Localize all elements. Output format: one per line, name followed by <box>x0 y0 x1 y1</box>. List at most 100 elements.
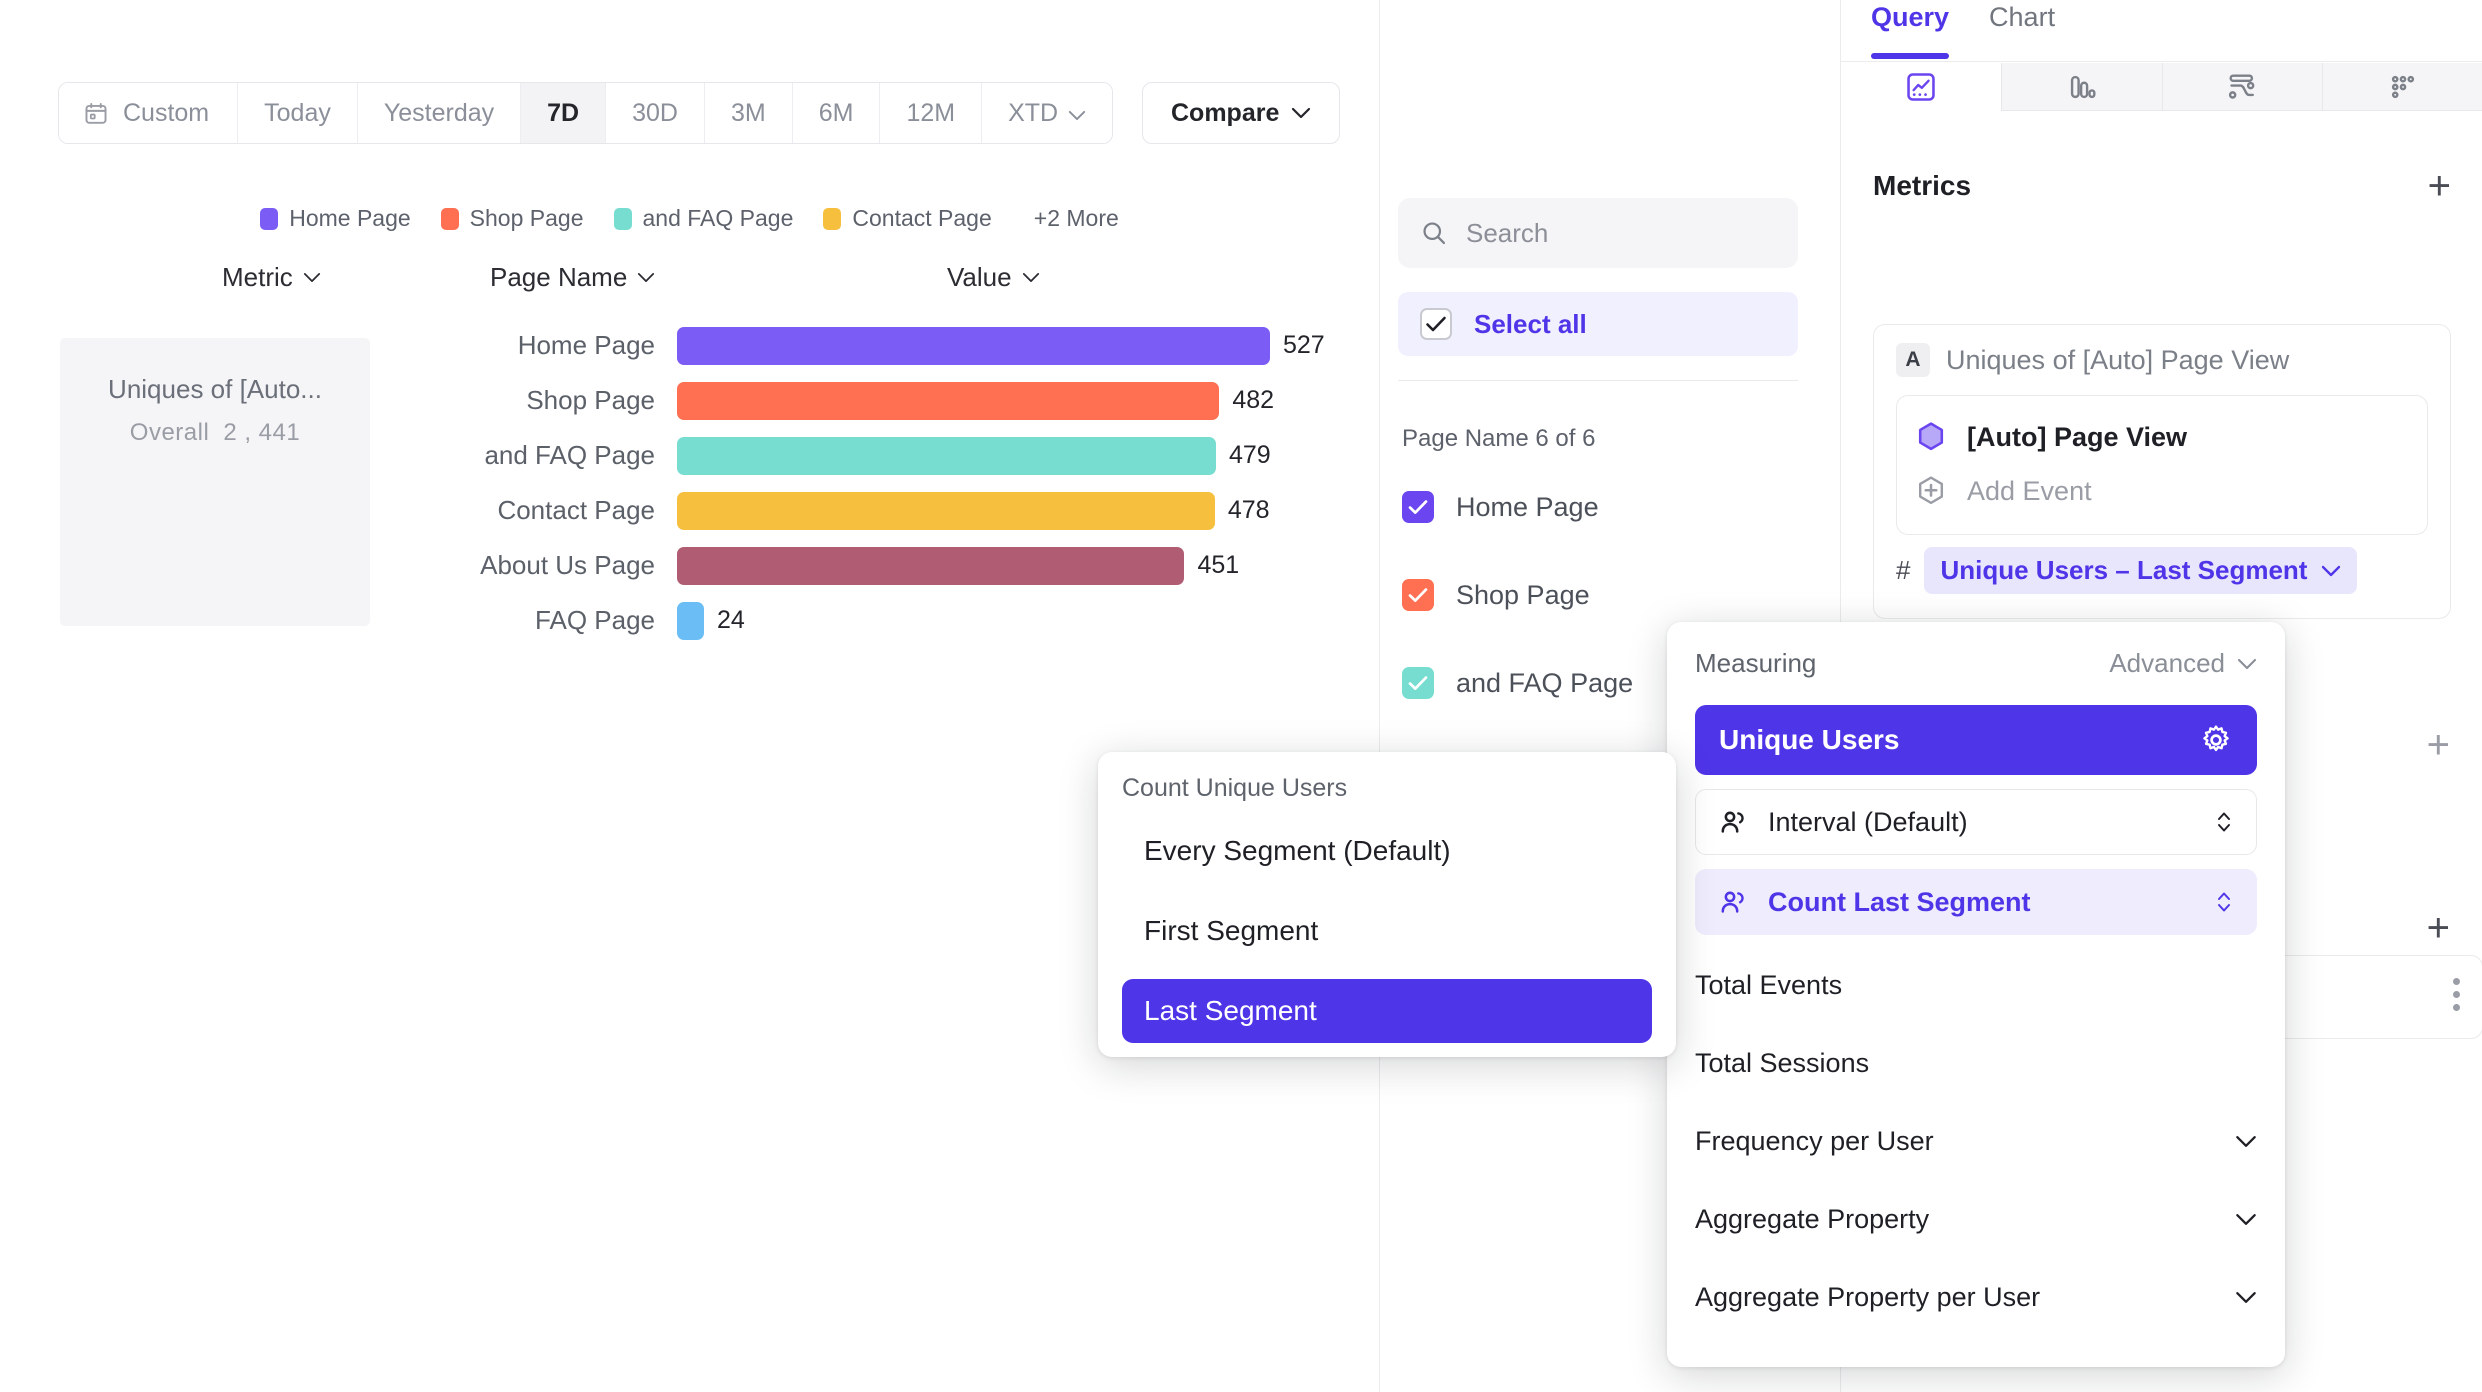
bar-chart: Home Page 527 Shop Page 482 and FAQ Page… <box>0 318 1379 648</box>
metric-card-title: Uniques of [Auto... <box>108 374 322 404</box>
measuring-select[interactable]: Count Last Segment <box>1695 869 2257 935</box>
bar-value-label: 479 <box>1228 441 1271 469</box>
bar[interactable] <box>677 546 1185 585</box>
calendar-icon <box>85 102 107 124</box>
select-all-row[interactable]: Select all <box>1398 292 1798 356</box>
flow-chart-icon <box>2229 73 2255 99</box>
search-icon <box>1423 222 1446 245</box>
compare-label: Compare <box>1171 98 1280 127</box>
tab-query[interactable]: Query <box>1871 2 1950 59</box>
range-button-7d[interactable]: 7D <box>521 83 607 143</box>
tab-flow-chart[interactable] <box>2161 63 2323 111</box>
measuring-option[interactable]: Total Events <box>1695 949 2257 1021</box>
count-popup-title: Count Unique Users <box>1122 774 1348 802</box>
add-event-row[interactable]: Add Event <box>1913 464 2411 518</box>
tab-cohort-grid[interactable] <box>2322 63 2482 111</box>
bar-row[interactable]: Home Page 527 <box>0 318 1379 373</box>
filter-checkbox[interactable] <box>1402 491 1434 523</box>
add-metric-button[interactable]: + <box>2427 164 2451 208</box>
overall-value: 2 , 441 <box>223 419 301 446</box>
measuring-option[interactable]: Aggregate Property <box>1695 1183 2257 1255</box>
divider <box>1398 380 1798 381</box>
bar-row[interactable]: FAQ Page 24 <box>0 593 1379 648</box>
filter-item[interactable]: and FAQ Page <box>1398 659 1818 707</box>
column-header-page-name[interactable]: Page Name <box>490 262 655 293</box>
measuring-option[interactable]: Aggregate Property per User <box>1695 1261 2257 1333</box>
count-option[interactable]: Every Segment (Default) <box>1144 835 1451 866</box>
measuring-popup: Measuring Advanced Unique Users Interval… <box>1667 622 2285 1367</box>
measuring-option-label: Total Events <box>1695 969 1843 1000</box>
measure-chip[interactable]: Unique Users – Last Segment <box>1924 547 2358 594</box>
bar-row[interactable]: and FAQ Page 479 <box>0 428 1379 483</box>
advanced-toggle[interactable]: Advanced <box>2109 648 2257 679</box>
bar-value-label: 24 <box>717 606 745 634</box>
filter-item[interactable]: Shop Page <box>1398 571 1818 619</box>
compare-button[interactable]: Compare <box>1142 82 1341 144</box>
select-all-checkbox[interactable] <box>1420 308 1452 340</box>
legend-item[interactable]: Contact Page <box>823 205 992 232</box>
legend-item[interactable]: and FAQ Page <box>613 205 794 232</box>
column-header-value[interactable]: Value <box>947 262 1040 293</box>
more-options-icon[interactable] <box>2453 978 2460 1011</box>
bar-row[interactable]: Contact Page 478 <box>0 483 1379 538</box>
legend-more-label[interactable]: +2 More <box>1033 205 1119 231</box>
bar[interactable] <box>677 326 1270 365</box>
count-option[interactable]: Last Segment <box>1122 979 1652 1043</box>
range-button-xtd[interactable]: XTD <box>982 83 1113 143</box>
date-range-button-group: Custom Today Yesterday 7D 30D 3M 6M 12M XTD <box>58 82 1114 144</box>
measuring-option[interactable]: Frequency per User <box>1695 1105 2257 1177</box>
tab-trend-chart[interactable] <box>1841 63 2001 111</box>
chevron-down-icon <box>1068 110 1086 120</box>
bar[interactable] <box>677 381 1220 420</box>
chevron-down-icon <box>2237 658 2257 669</box>
overall-label: Overall <box>129 419 210 446</box>
tab-funnel-chart[interactable] <box>2000 63 2162 111</box>
add-filter-button[interactable]: + <box>2426 723 2450 767</box>
unique-users-primary-option[interactable]: Unique Users <box>1695 705 2257 775</box>
check-icon <box>1408 588 1428 602</box>
chevron-down-icon <box>1292 107 1311 119</box>
range-button-today[interactable]: Today <box>238 83 358 143</box>
main-content-area: Custom Today Yesterday 7D 30D 3M 6M 12M XTD Comp… <box>0 82 1786 648</box>
bar-row[interactable]: Shop Page 482 <box>0 373 1379 428</box>
search-input[interactable] <box>1466 217 1766 249</box>
legend-label: and FAQ Page <box>642 205 794 231</box>
select-left: Count Last Segment <box>1718 886 2031 918</box>
filter-checkbox[interactable] <box>1402 579 1434 611</box>
count-option[interactable]: First Segment <box>1144 915 1319 946</box>
bar[interactable] <box>677 436 1216 475</box>
legend-item[interactable]: Shop Page <box>440 205 584 232</box>
range-button-custom[interactable]: Custom <box>59 83 239 143</box>
tab-chart[interactable]: Chart <box>1989 2 2056 32</box>
bar-value-label: 527 <box>1283 331 1325 359</box>
measuring-option[interactable]: Total Sessions <box>1695 1027 2257 1099</box>
event-row[interactable]: [Auto] Page View <box>1913 410 2411 464</box>
measuring-select[interactable]: Interval (Default) <box>1695 789 2257 855</box>
filter-item[interactable]: Home Page <box>1398 483 1818 531</box>
column-header-metric[interactable]: Metric <box>222 262 321 293</box>
add-breakdown-button[interactable]: + <box>2426 906 2450 950</box>
measure-chip-row: # Unique Users – Last Segment <box>1896 547 2428 594</box>
dot <box>2453 978 2460 985</box>
range-label: 6M <box>818 98 854 127</box>
bar[interactable] <box>677 491 1215 530</box>
filter-item-label: and FAQ Page <box>1456 667 1634 698</box>
range-button-yesterday[interactable]: Yesterday <box>357 83 522 143</box>
bar-value-label: 478 <box>1227 496 1270 524</box>
bar-value-label: 451 <box>1197 551 1240 579</box>
legend-item[interactable]: Home Page <box>260 205 411 232</box>
check-icon <box>1426 316 1446 332</box>
legend-label: Contact Page <box>852 205 992 231</box>
bar[interactable] <box>677 601 704 640</box>
range-button-30d[interactable]: 30D <box>606 83 705 143</box>
bar-row[interactable]: About Us Page 451 <box>0 538 1379 593</box>
gear-icon[interactable] <box>2199 723 2233 757</box>
range-button-6m[interactable]: 6M <box>792 83 881 143</box>
measuring-options-list: Total Events Total Sessions Frequency per … <box>1695 949 2257 1333</box>
search-box[interactable] <box>1398 198 1798 268</box>
bar-track: 451 <box>677 546 1379 585</box>
filter-checkbox[interactable] <box>1402 667 1434 699</box>
measuring-selects: Interval (Default) Count Last Segment <box>1695 789 2257 935</box>
range-button-12m[interactable]: 12M <box>880 83 983 143</box>
range-button-3m[interactable]: 3M <box>704 83 793 143</box>
